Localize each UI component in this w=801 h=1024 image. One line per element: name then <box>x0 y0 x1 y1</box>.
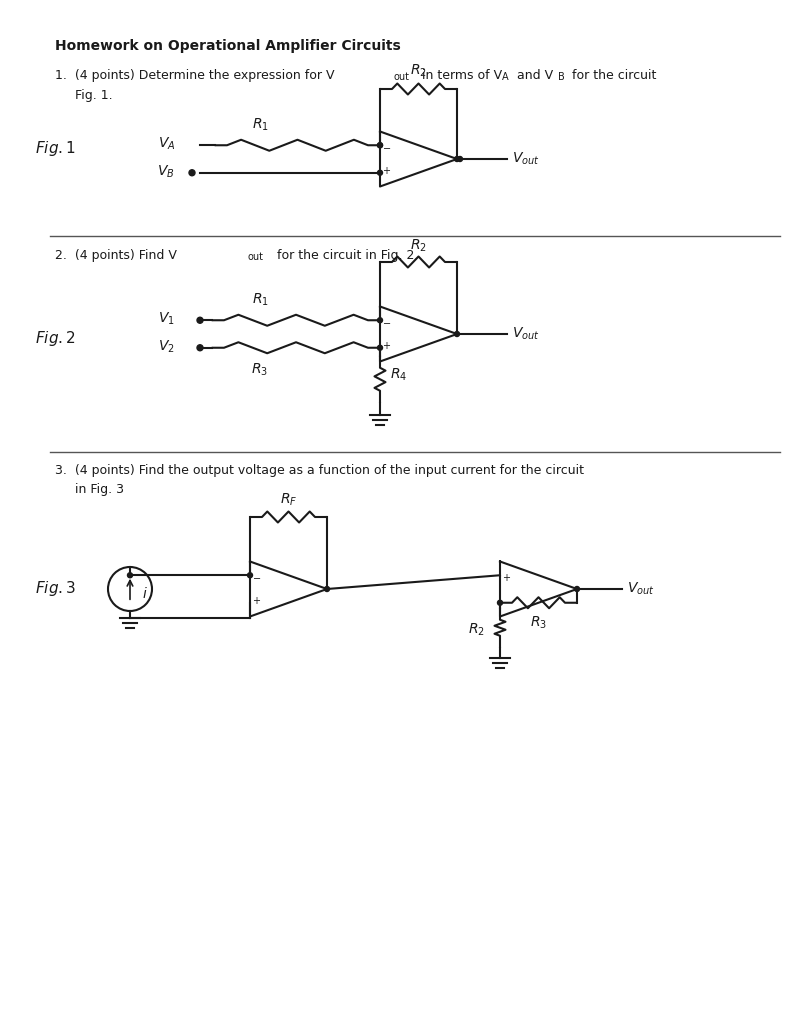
Text: $R_3$: $R_3$ <box>530 614 547 631</box>
Text: $R_3$: $R_3$ <box>252 361 268 378</box>
Text: in terms of V: in terms of V <box>418 69 502 82</box>
Circle shape <box>377 142 383 147</box>
Text: for the circuit in Fig. 2.: for the circuit in Fig. 2. <box>273 249 418 262</box>
Text: $V_1$: $V_1$ <box>159 311 175 328</box>
Text: $V_2$: $V_2$ <box>159 339 175 355</box>
Circle shape <box>377 170 383 175</box>
Text: $R_4$: $R_4$ <box>390 367 407 383</box>
Circle shape <box>457 157 462 162</box>
Text: $R_1$: $R_1$ <box>252 117 268 133</box>
Circle shape <box>189 170 195 176</box>
Text: $V_{out}$: $V_{out}$ <box>627 581 654 597</box>
Text: $\mathit{Fig.3}$: $\mathit{Fig.3}$ <box>35 580 76 598</box>
Text: $\mathit{Fig.1}$: $\mathit{Fig.1}$ <box>35 139 76 159</box>
Text: out: out <box>393 72 409 82</box>
Text: $-$: $-$ <box>502 596 512 606</box>
Text: $V_{out}$: $V_{out}$ <box>512 151 540 167</box>
Text: $+$: $+$ <box>383 165 392 176</box>
Circle shape <box>248 572 252 578</box>
Text: A: A <box>502 72 509 82</box>
Text: Fig. 1.: Fig. 1. <box>75 89 113 102</box>
Text: $V_{out}$: $V_{out}$ <box>512 326 540 342</box>
Text: $R_1$: $R_1$ <box>252 292 268 308</box>
Circle shape <box>197 345 203 351</box>
Circle shape <box>377 142 383 147</box>
Text: $R_2$: $R_2$ <box>468 622 485 638</box>
Text: Homework on Operational Amplifier Circuits: Homework on Operational Amplifier Circui… <box>55 39 400 53</box>
Text: $R_2$: $R_2$ <box>410 238 427 254</box>
Text: $+$: $+$ <box>502 571 512 583</box>
Text: 2.  (4 points) Find V: 2. (4 points) Find V <box>55 249 177 262</box>
Text: for the circuit: for the circuit <box>568 69 656 82</box>
Circle shape <box>377 317 383 323</box>
Text: $+$: $+$ <box>383 340 392 351</box>
Circle shape <box>197 317 203 324</box>
Text: $+$: $+$ <box>252 595 261 606</box>
Text: $-$: $-$ <box>382 142 392 153</box>
Text: $\mathit{Fig.2}$: $\mathit{Fig.2}$ <box>35 330 75 348</box>
Text: and V: and V <box>513 69 553 82</box>
Text: $i$: $i$ <box>142 587 147 601</box>
Text: 1.  (4 points) Determine the expression for V: 1. (4 points) Determine the expression f… <box>55 69 335 82</box>
Text: $V_A$: $V_A$ <box>158 136 175 153</box>
Circle shape <box>324 587 329 592</box>
Text: in Fig. 3: in Fig. 3 <box>75 483 124 496</box>
Circle shape <box>127 572 132 578</box>
Circle shape <box>574 587 579 592</box>
Circle shape <box>454 332 460 337</box>
Circle shape <box>454 157 460 162</box>
Text: $-$: $-$ <box>252 572 262 583</box>
Circle shape <box>377 345 383 350</box>
Text: $R_2$: $R_2$ <box>410 62 427 79</box>
Text: $V_B$: $V_B$ <box>158 164 175 180</box>
Text: 3.  (4 points) Find the output voltage as a function of the input current for th: 3. (4 points) Find the output voltage as… <box>55 464 584 477</box>
Text: $R_F$: $R_F$ <box>280 492 297 508</box>
Circle shape <box>497 600 502 605</box>
Text: B: B <box>558 72 565 82</box>
Text: $-$: $-$ <box>382 317 392 328</box>
Text: out: out <box>248 252 264 262</box>
